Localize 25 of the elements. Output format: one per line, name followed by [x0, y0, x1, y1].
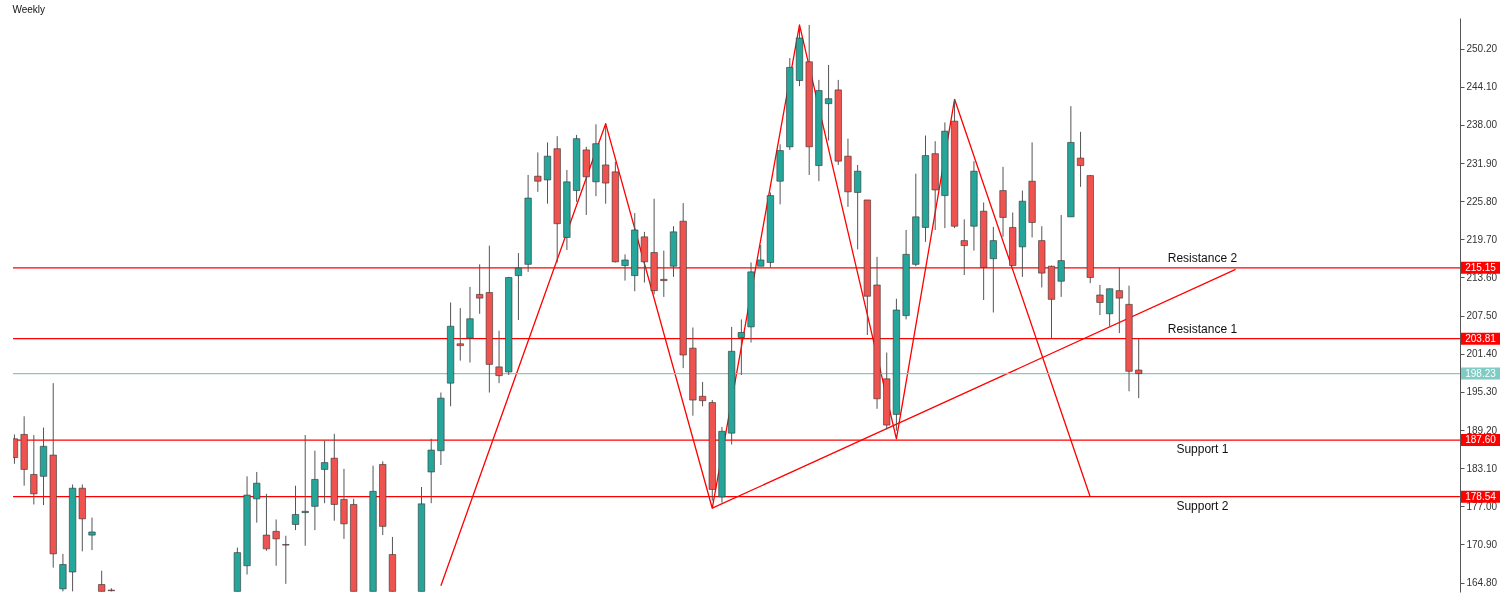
chart-title: Weekly — [12, 4, 46, 15]
y-tick-label: 189.20 — [1466, 424, 1498, 436]
ref-line-label: Resistance 2 — [1167, 250, 1238, 265]
ref-line-label: Support 1 — [1176, 442, 1229, 457]
y-tick-label: 231.90 — [1466, 157, 1498, 169]
y-tick-label: 183.10 — [1466, 462, 1498, 474]
y-tick-label: 170.90 — [1466, 538, 1498, 550]
text: 203.81 — [1465, 332, 1497, 344]
ref-line-label: Support 2 — [1176, 498, 1229, 513]
y-tick-label: 213.60 — [1466, 271, 1498, 283]
y-tick-label: 225.80 — [1466, 195, 1498, 207]
text: 178.54 — [1465, 490, 1497, 502]
text: 198.23 — [1465, 367, 1497, 379]
y-tick-label: 219.70 — [1466, 233, 1498, 245]
text: 215.15 — [1465, 261, 1497, 273]
text: 187.60 — [1465, 434, 1497, 446]
ref-line-label: Resistance 1 — [1167, 321, 1238, 336]
y-tick-label: 238.00 — [1466, 119, 1498, 131]
y-tick-label: 244.10 — [1466, 81, 1498, 93]
y-tick-label: 201.40 — [1466, 348, 1498, 360]
y-tick-label: 177.00 — [1466, 500, 1498, 512]
y-tick-label: 250.20 — [1466, 43, 1498, 55]
y-tick-label: 195.30 — [1466, 386, 1498, 398]
y-tick-label: 164.80 — [1466, 577, 1498, 589]
y-tick-label: 207.50 — [1466, 310, 1498, 322]
